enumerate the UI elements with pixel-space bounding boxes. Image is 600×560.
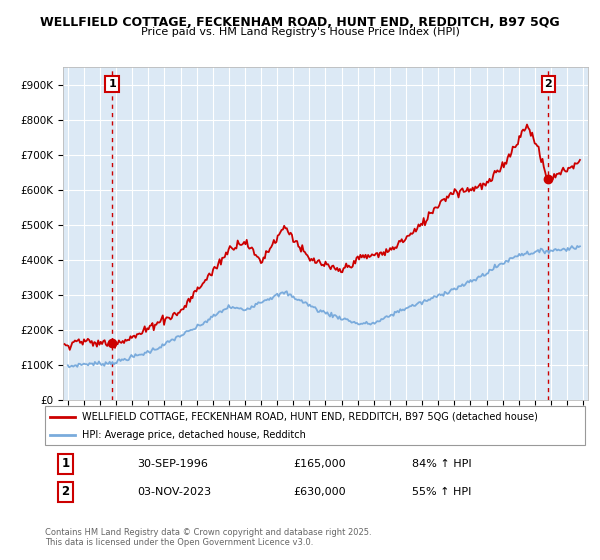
Text: Contains HM Land Registry data © Crown copyright and database right 2025.: Contains HM Land Registry data © Crown c…: [45, 528, 371, 537]
Text: HPI: Average price, detached house, Redditch: HPI: Average price, detached house, Redd…: [82, 430, 305, 440]
Text: £165,000: £165,000: [293, 459, 346, 469]
Text: 30-SEP-1996: 30-SEP-1996: [137, 459, 208, 469]
Text: 1: 1: [108, 79, 116, 89]
Text: WELLFIELD COTTAGE, FECKENHAM ROAD, HUNT END, REDDITCH, B97 5QG (detached house): WELLFIELD COTTAGE, FECKENHAM ROAD, HUNT …: [82, 412, 538, 422]
Text: 2: 2: [544, 79, 552, 89]
Text: £630,000: £630,000: [293, 487, 346, 497]
Text: 2: 2: [61, 485, 70, 498]
Text: 84% ↑ HPI: 84% ↑ HPI: [412, 459, 472, 469]
Text: WELLFIELD COTTAGE, FECKENHAM ROAD, HUNT END, REDDITCH, B97 5QG: WELLFIELD COTTAGE, FECKENHAM ROAD, HUNT …: [40, 16, 560, 29]
Text: Price paid vs. HM Land Registry's House Price Index (HPI): Price paid vs. HM Land Registry's House …: [140, 27, 460, 37]
Text: 1: 1: [61, 457, 70, 470]
Text: 03-NOV-2023: 03-NOV-2023: [137, 487, 211, 497]
Text: This data is licensed under the Open Government Licence v3.0.: This data is licensed under the Open Gov…: [45, 538, 313, 547]
Text: 55% ↑ HPI: 55% ↑ HPI: [412, 487, 472, 497]
